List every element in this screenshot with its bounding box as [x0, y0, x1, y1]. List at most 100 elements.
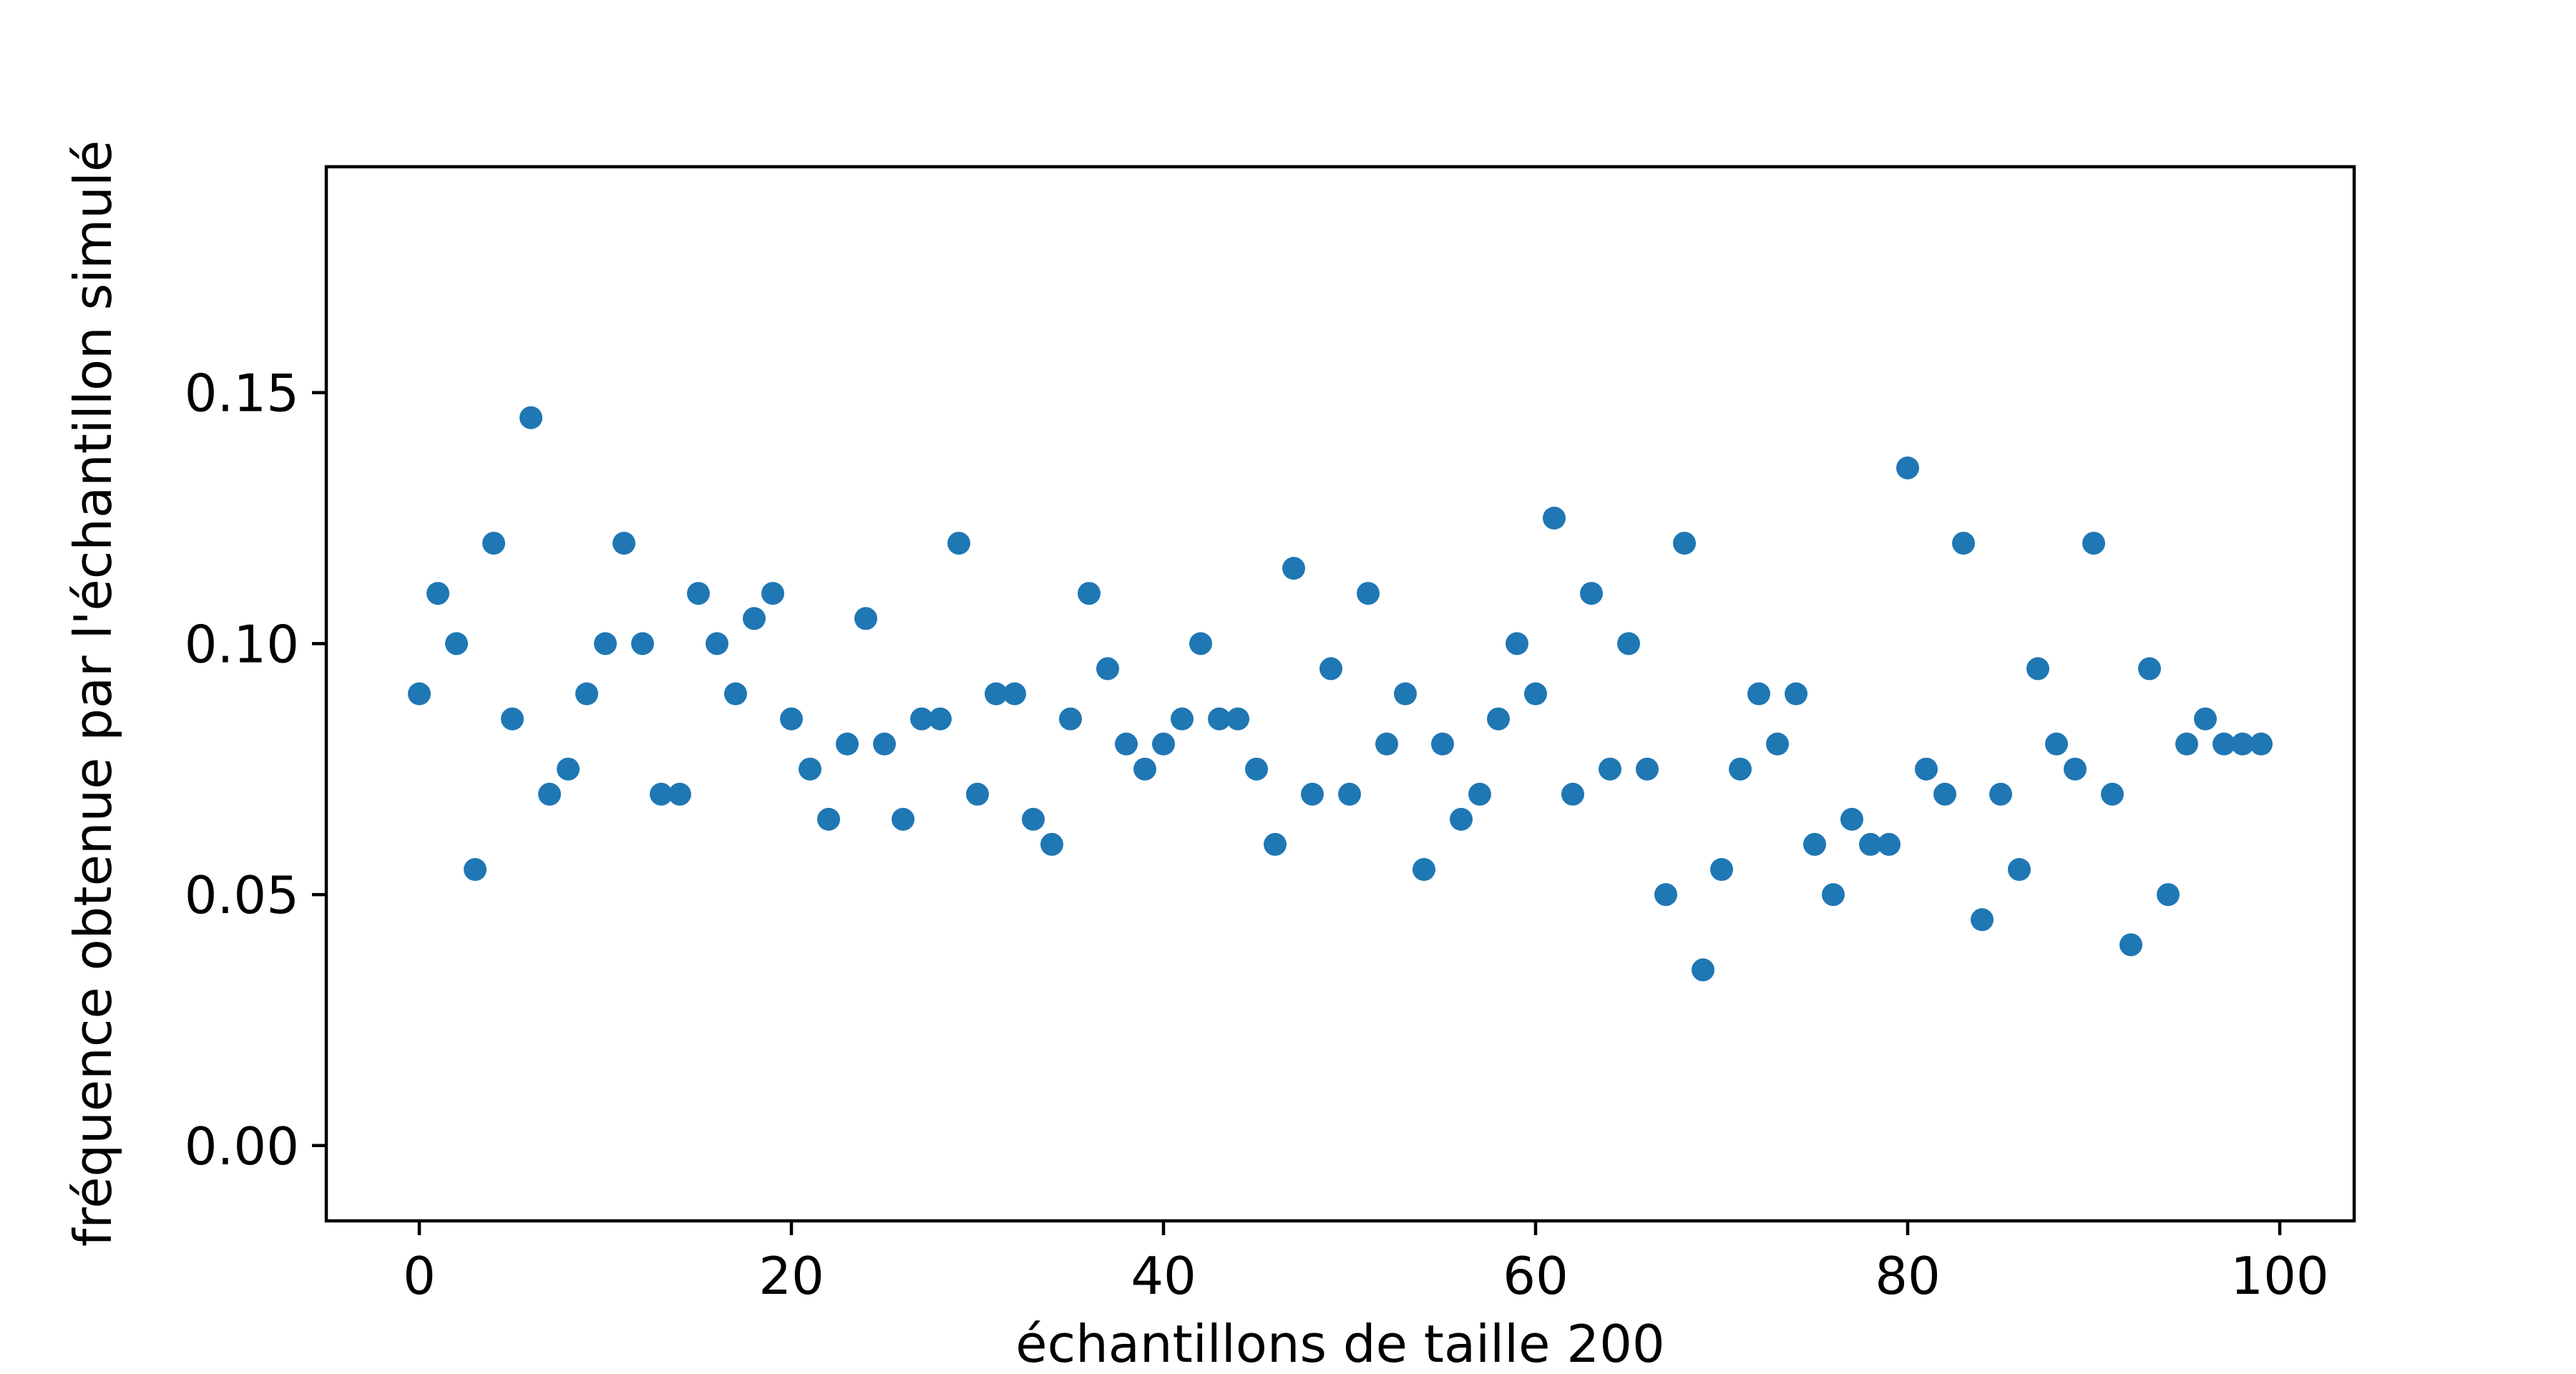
- y-tick-label: 0.00: [185, 1116, 299, 1176]
- data-point: [910, 707, 933, 731]
- data-point: [724, 682, 747, 706]
- data-point: [482, 532, 505, 555]
- data-point: [966, 782, 989, 806]
- data-point: [1710, 858, 1733, 881]
- data-point: [1468, 782, 1491, 806]
- data-point: [1803, 832, 1826, 856]
- data-point: [1375, 732, 1398, 756]
- data-point: [2175, 732, 2198, 756]
- data-point: [631, 632, 654, 656]
- data-point: [2250, 732, 2273, 756]
- data-point: [1357, 582, 1380, 605]
- data-point: [743, 607, 766, 630]
- x-tick-label: 100: [2230, 1246, 2328, 1306]
- data-point: [1394, 682, 1417, 706]
- x-tick-label: 40: [1131, 1246, 1196, 1306]
- data-point: [557, 757, 580, 781]
- data-point: [1729, 757, 1752, 781]
- data-point: [1617, 632, 1640, 656]
- data-point: [1413, 858, 1435, 881]
- data-point: [1022, 807, 1045, 831]
- data-point: [408, 682, 431, 706]
- data-point: [1636, 757, 1659, 781]
- data-point: [594, 632, 617, 656]
- data-point: [929, 707, 952, 731]
- data-point: [1171, 707, 1194, 731]
- data-point: [1766, 732, 1789, 756]
- data-point: [1152, 732, 1175, 756]
- data-point: [1580, 582, 1603, 605]
- plot-frame: [324, 165, 2356, 1223]
- data-point: [761, 582, 784, 605]
- data-point: [687, 582, 710, 605]
- data-point: [1133, 757, 1156, 781]
- data-point: [1115, 732, 1138, 756]
- x-tick-label: 60: [1503, 1246, 1568, 1306]
- data-point: [1189, 632, 1212, 656]
- data-point: [2231, 732, 2254, 756]
- data-point: [1896, 456, 1919, 479]
- data-point: [464, 858, 487, 881]
- data-point: [1989, 782, 2012, 806]
- data-point: [873, 732, 896, 756]
- data-point: [2026, 657, 2049, 681]
- data-point: [1245, 757, 1268, 781]
- data-point: [1506, 632, 1528, 656]
- data-point: [1654, 883, 1677, 907]
- x-axis-ticks: 0 20 40 60 80 100: [403, 1221, 2329, 1306]
- x-axis-label: échantillons de taille 200: [1015, 1314, 1664, 1374]
- data-point: [947, 532, 970, 555]
- data-point: [1747, 682, 1770, 706]
- data-point: [1561, 782, 1584, 806]
- data-point: [1915, 757, 1938, 781]
- data-point: [2064, 757, 2087, 781]
- data-point: [2212, 732, 2235, 756]
- data-point: [1450, 807, 1473, 831]
- data-point: [1822, 883, 1845, 907]
- data-point: [426, 582, 449, 605]
- data-point: [575, 682, 598, 706]
- data-point: [668, 782, 691, 806]
- y-tick-label: 0.10: [185, 614, 299, 674]
- data-point: [780, 707, 803, 731]
- data-point: [1840, 807, 1863, 831]
- data-point: [1059, 707, 1082, 731]
- data-points: [408, 406, 2273, 982]
- data-point: [1599, 757, 1621, 781]
- x-tick-label: 0: [403, 1246, 436, 1306]
- data-point: [706, 632, 728, 656]
- x-tick-label: 20: [758, 1246, 824, 1306]
- data-point: [1952, 532, 1975, 555]
- data-point: [613, 532, 635, 555]
- data-point: [538, 782, 561, 806]
- data-point: [1226, 707, 1249, 731]
- data-point: [519, 406, 542, 429]
- data-point: [1282, 557, 1305, 580]
- data-point: [1543, 507, 1566, 530]
- data-point: [1431, 732, 1454, 756]
- data-point: [1971, 908, 1994, 932]
- data-point: [854, 607, 877, 630]
- data-point: [2045, 732, 2068, 756]
- data-point: [1040, 832, 1063, 856]
- data-point: [892, 807, 914, 831]
- data-point: [1264, 832, 1287, 856]
- data-point: [1859, 832, 1882, 856]
- data-point: [1785, 682, 1807, 706]
- data-point: [2101, 782, 2124, 806]
- data-point: [445, 632, 468, 656]
- y-tick-label: 0.05: [185, 865, 299, 925]
- data-point: [2138, 657, 2161, 681]
- data-point: [799, 757, 821, 781]
- y-axis-ticks: 0.00 0.05 0.10 0.15: [185, 364, 326, 1176]
- data-point: [1878, 832, 1901, 856]
- data-point: [1319, 657, 1342, 681]
- data-point: [2194, 707, 2217, 731]
- data-point: [1933, 782, 1956, 806]
- x-tick-label: 80: [1875, 1246, 1941, 1306]
- data-point: [817, 807, 840, 831]
- data-point: [1487, 707, 1510, 731]
- data-point: [1078, 582, 1101, 605]
- data-point: [1692, 958, 1714, 982]
